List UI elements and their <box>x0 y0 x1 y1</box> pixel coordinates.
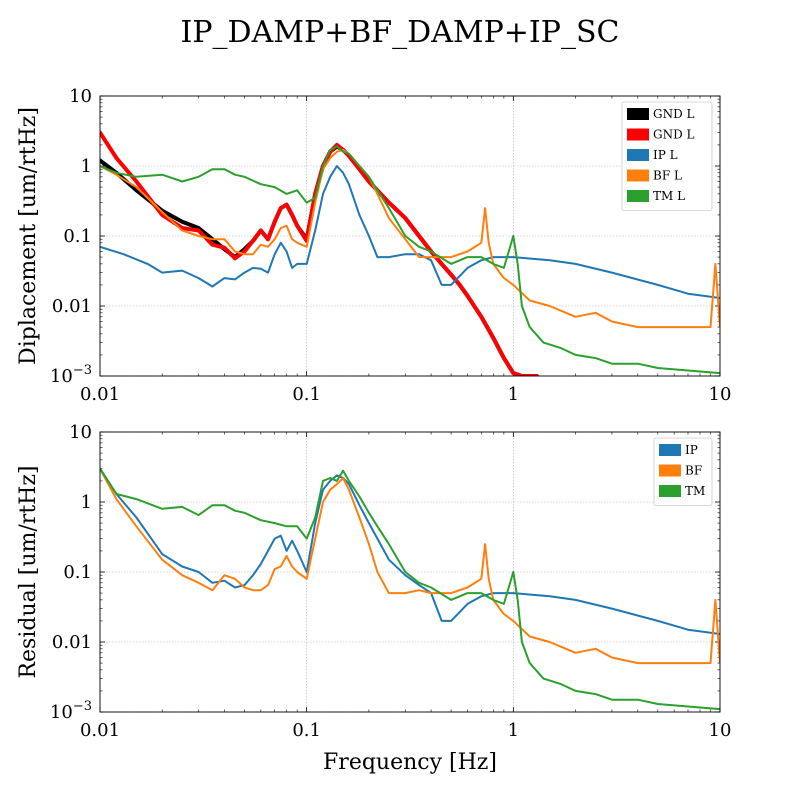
y-axis-label: Diplacement [um/rtHz] <box>16 107 41 365</box>
x-tick-label: 10 <box>709 384 732 405</box>
legend-swatch <box>627 169 649 182</box>
y-tick-label: 10−3 <box>50 363 92 387</box>
axes-frame <box>99 431 721 713</box>
y-tick-label: 10 <box>69 422 92 443</box>
x-axis-label: Frequency [Hz] <box>323 750 497 775</box>
legend-swatch <box>627 149 649 161</box>
legend-label: TM <box>685 484 705 498</box>
series-group <box>100 467 720 711</box>
y-axis-label: Residual [um/rtHz] <box>16 465 41 678</box>
legend-swatch <box>627 108 649 120</box>
series-line-ip <box>100 467 720 635</box>
x-tick-label: 0.01 <box>80 720 120 741</box>
legend-label: IP L <box>653 148 678 162</box>
y-tick-label: 10 <box>69 86 92 107</box>
legend-label: BF <box>685 464 702 478</box>
figure-title: IP_DAMP+BF_DAMP+IP_SC <box>181 15 620 50</box>
x-tick-label: 1 <box>508 720 519 741</box>
legend-swatch <box>627 190 649 202</box>
legend-swatch <box>659 444 681 456</box>
x-tick-label: 10 <box>709 720 732 741</box>
x-tick-label: 1 <box>508 384 519 405</box>
y-tick-label: 0.1 <box>63 562 92 583</box>
legend-swatch <box>659 485 681 497</box>
series-group <box>100 130 720 376</box>
legend-label: GND L <box>653 128 695 142</box>
series-line-tm-l <box>100 145 720 375</box>
series-line-bf <box>100 467 720 665</box>
series-line-tm <box>100 467 720 711</box>
x-tick-label: 0.1 <box>292 720 321 741</box>
y-tick-label: 10−3 <box>50 699 92 723</box>
y-tick-label: 0.01 <box>52 296 92 317</box>
legend-label: TM L <box>653 189 685 203</box>
legend: GND L GND L IP L BF L TM L <box>621 101 713 211</box>
legend-label: BF L <box>653 169 682 183</box>
axes-frame <box>99 95 721 377</box>
legend: IP BF TM <box>653 437 713 506</box>
legend-swatch <box>627 128 649 141</box>
legend-label: GND L <box>653 107 695 121</box>
x-tick-label: 0.1 <box>292 384 321 405</box>
y-tick-label: 1 <box>81 156 92 177</box>
y-tick-label: 1 <box>81 492 92 513</box>
y-tick-label: 0.1 <box>63 226 92 247</box>
x-tick-label: 0.01 <box>80 384 120 405</box>
legend-label: IP <box>685 443 698 457</box>
series-line-gnd-l <box>100 130 539 376</box>
legend-swatch <box>659 464 681 477</box>
y-tick-label: 0.01 <box>52 632 92 653</box>
